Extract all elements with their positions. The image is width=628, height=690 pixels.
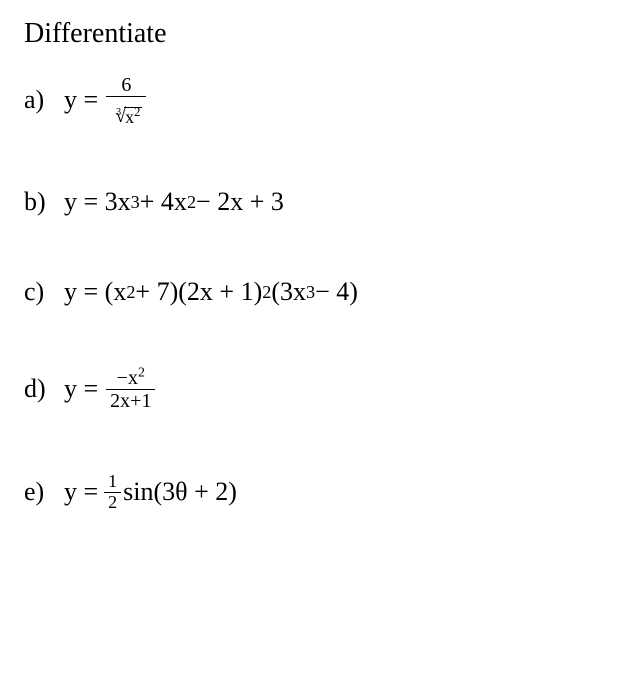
label-b: b): [24, 187, 64, 217]
label-c: c): [24, 277, 64, 307]
lhs-a: y =: [64, 85, 98, 115]
lhs-e: y =: [64, 477, 98, 507]
radicand-exp: 2: [134, 105, 140, 119]
fraction-d: −x2 2x+1: [106, 367, 155, 412]
problem-e: e) y = 1 2 sin(3θ + 2): [24, 472, 604, 513]
equation-b: y = 3x3 + 4x2 − 2x + 3: [64, 187, 284, 217]
root-index: 3: [116, 107, 121, 118]
frac-e-den: 2: [104, 492, 121, 513]
radicand: x2: [124, 107, 142, 128]
problem-d: d) y = −x2 2x+1: [24, 367, 604, 412]
frac-d-num-pre: −x: [117, 367, 138, 389]
fraction-e: 1 2: [104, 472, 121, 513]
c-p1: y = (x: [64, 277, 126, 307]
c-p4: − 4): [315, 277, 358, 307]
label-e: e): [24, 477, 64, 507]
frac-a-den: 3 √ x2: [106, 96, 146, 127]
frac-d-num-exp: 2: [138, 365, 145, 380]
label-d: d): [24, 374, 64, 404]
equation-c: y = (x2 + 7)(2x + 1)2(3x3 − 4): [64, 277, 358, 307]
label-a: a): [24, 85, 64, 115]
lhs-d: y =: [64, 374, 98, 404]
radicand-base: x: [125, 107, 134, 127]
problem-c: c) y = (x2 + 7)(2x + 1)2(3x3 − 4): [24, 277, 604, 307]
equation-d: y = −x2 2x+1: [64, 367, 157, 412]
frac-d-den: 2x+1: [106, 389, 155, 412]
b-p1: y = 3x: [64, 187, 131, 217]
b-p3: − 2x + 3: [196, 187, 284, 217]
c-p3: (3x: [271, 277, 306, 307]
frac-d-num: −x2: [113, 367, 149, 389]
b-p2: + 4x: [140, 187, 187, 217]
page-title: Differentiate: [24, 18, 604, 50]
problem-a: a) y = 6 3 √ x2: [24, 74, 604, 127]
frac-e-num: 1: [104, 472, 121, 492]
problem-b: b) y = 3x3 + 4x2 − 2x + 3: [24, 187, 604, 217]
cuberoot: 3 √ x2: [110, 106, 142, 127]
equation-e: y = 1 2 sin(3θ + 2): [64, 472, 237, 513]
worksheet-page: Differentiate a) y = 6 3 √ x2: [0, 0, 628, 530]
e-tail: sin(3θ + 2): [123, 477, 237, 507]
c-p2: + 7)(2x + 1): [135, 277, 262, 307]
equation-a: y = 6 3 √ x2: [64, 74, 148, 127]
frac-a-num: 6: [117, 74, 135, 96]
fraction-a: 6 3 √ x2: [106, 74, 146, 127]
